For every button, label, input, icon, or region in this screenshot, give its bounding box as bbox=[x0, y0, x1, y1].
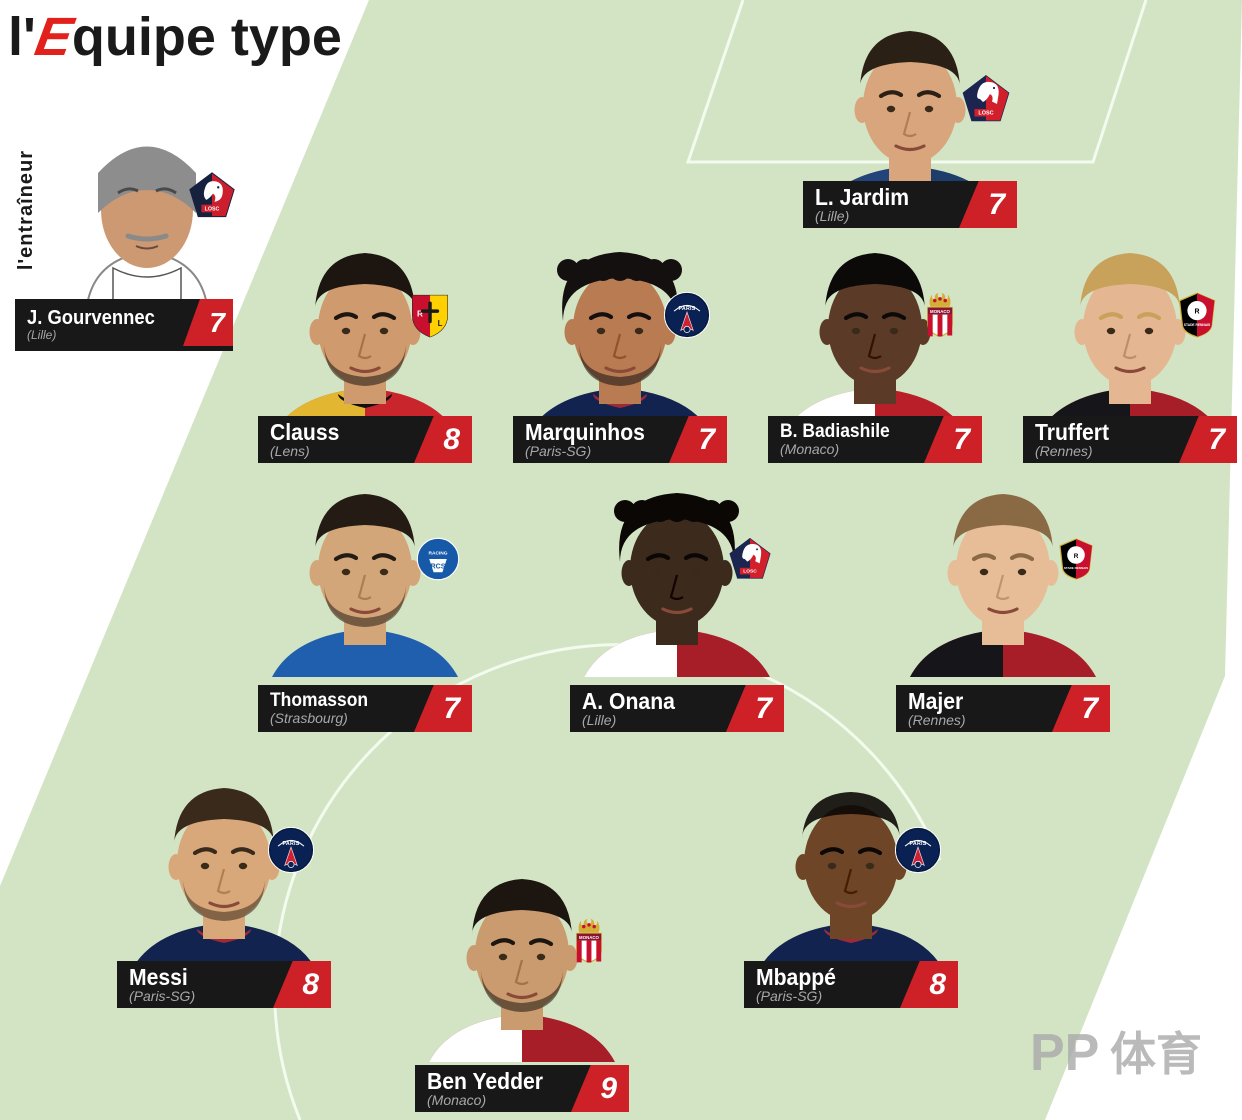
svg-text:R: R bbox=[1074, 553, 1079, 560]
svg-text:PARIS: PARIS bbox=[910, 841, 927, 847]
svg-text:R: R bbox=[1194, 309, 1199, 316]
svg-text:PP: PP bbox=[1030, 1024, 1099, 1082]
svg-text:LOSC: LOSC bbox=[978, 111, 993, 117]
svg-text:MONACO: MONACO bbox=[579, 935, 599, 940]
svg-text:MONACO: MONACO bbox=[930, 309, 950, 314]
svg-text:L: L bbox=[438, 319, 443, 328]
svg-text:体育: 体育 bbox=[1110, 1028, 1202, 1080]
svg-text:STADE RENNAIS: STADE RENNAIS bbox=[1064, 566, 1088, 570]
svg-text:LOSC: LOSC bbox=[205, 206, 220, 212]
svg-text:PARIS: PARIS bbox=[283, 841, 300, 847]
svg-text:RCS: RCS bbox=[431, 564, 446, 571]
svg-text:RACING: RACING bbox=[428, 551, 447, 557]
svg-text:STADE RENNAIS: STADE RENNAIS bbox=[1184, 323, 1211, 327]
svg-text:PARIS: PARIS bbox=[679, 306, 696, 312]
svg-text:LOSC: LOSC bbox=[743, 569, 757, 575]
